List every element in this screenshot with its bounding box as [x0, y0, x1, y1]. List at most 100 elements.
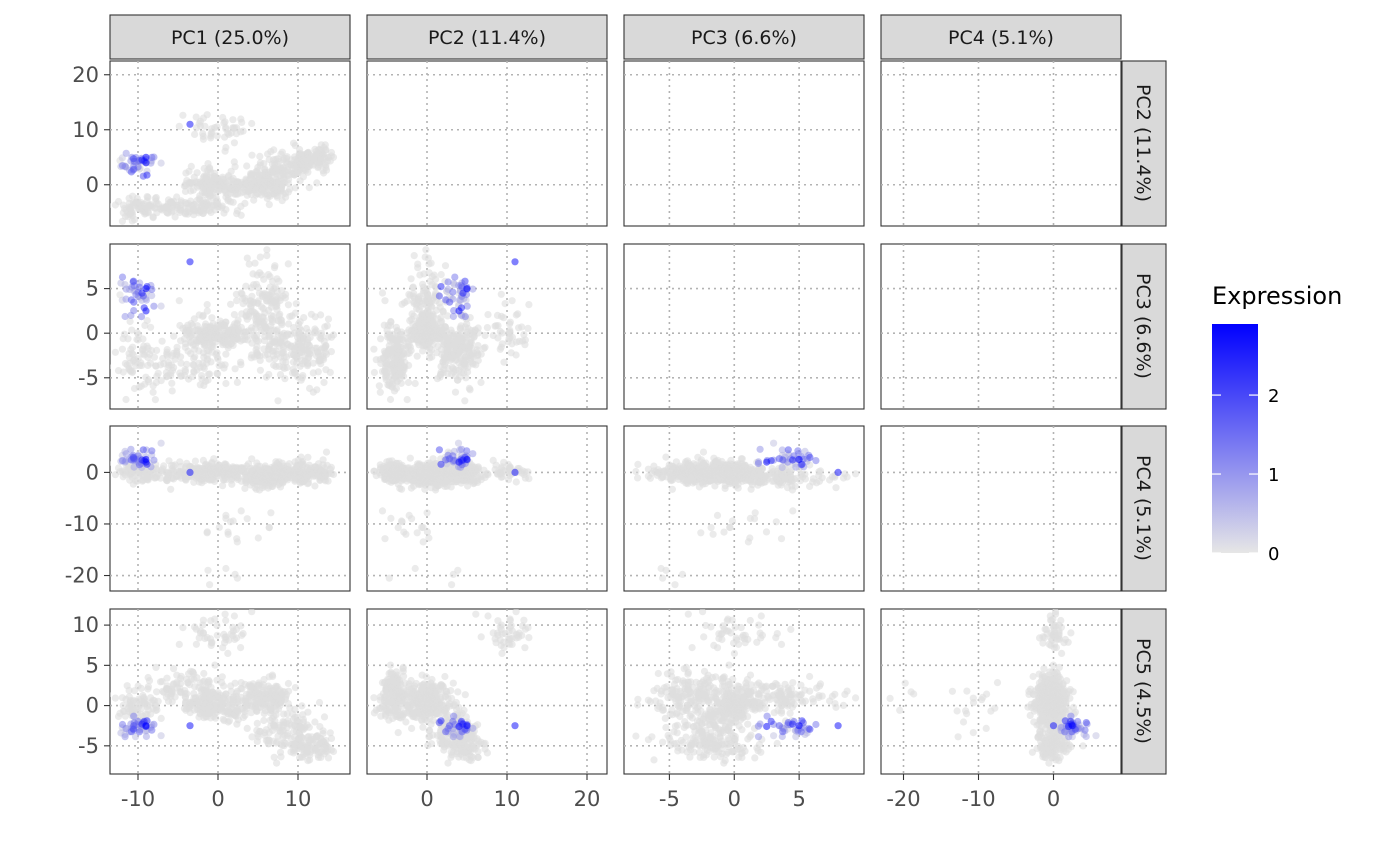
points [110, 246, 338, 405]
scatter-point [263, 252, 271, 260]
scatter-point [233, 538, 241, 546]
scatter-point [168, 379, 176, 387]
scatter-point [181, 187, 190, 195]
scatter-point [125, 469, 133, 477]
scatter-point [225, 183, 233, 191]
scatter-point [512, 478, 520, 486]
scatter-point [130, 384, 139, 393]
scatter-point [119, 209, 127, 217]
scatter-point [313, 386, 321, 394]
scatter-point [388, 476, 396, 484]
scatter-point [710, 454, 718, 462]
scatter-point [238, 118, 246, 126]
scatter-point [125, 365, 133, 373]
scatter-point [815, 468, 823, 476]
column-strip-label: PC1 (25.0%) [171, 27, 289, 49]
scatter-point [232, 464, 241, 473]
scatter-point [306, 333, 314, 342]
scatter-point [437, 314, 445, 322]
scatter-point [222, 514, 230, 523]
scatter-point [313, 348, 322, 356]
scatter-point [419, 523, 427, 532]
scatter-point [162, 373, 170, 381]
scatter-point [764, 473, 773, 481]
scatter-point [254, 337, 263, 345]
scatter-point [408, 515, 416, 523]
scatter-point [757, 478, 765, 486]
scatter-point [221, 361, 229, 369]
scatter-point [408, 310, 416, 318]
points [632, 439, 860, 589]
scatter-point [425, 260, 433, 268]
scatter-point [457, 368, 466, 376]
scatter-point [411, 327, 419, 335]
points [110, 439, 338, 589]
scatter-point [511, 468, 519, 476]
scatter-point [392, 384, 400, 393]
scatter-point [407, 275, 415, 283]
scatter-point [388, 335, 396, 343]
scatter-point [143, 197, 151, 205]
scatter-point [463, 302, 471, 310]
scatter-point [632, 467, 640, 476]
scatter-point [464, 368, 472, 376]
scatter-point [480, 344, 488, 352]
scatter-point [265, 332, 273, 340]
scatter-point [229, 198, 237, 206]
scatter-point [168, 352, 176, 360]
scatter-point [524, 468, 532, 476]
panel-r2-c2 [366, 243, 608, 410]
scatter-point [660, 467, 668, 475]
scatter-point [801, 475, 810, 483]
scatter-point [744, 538, 753, 546]
scatter-point [519, 337, 527, 345]
panel-background [880, 425, 1122, 592]
panel-background [623, 243, 865, 410]
scatter-point [122, 395, 130, 404]
scatter-point [187, 179, 195, 187]
scatter-point [215, 523, 223, 532]
scatter-point [309, 359, 317, 367]
scatter-point [320, 475, 328, 484]
scatter-point [181, 367, 190, 375]
scatter-point [264, 150, 272, 158]
scatter-point [449, 570, 457, 579]
scatter-point [461, 397, 469, 405]
scatter-point [435, 292, 443, 300]
scatter-point [256, 466, 264, 474]
scatter-point [225, 469, 233, 478]
scatter-point [118, 457, 127, 465]
scatter-point [425, 334, 433, 342]
scatter-point [403, 329, 411, 337]
scatter-point [163, 348, 171, 356]
scatter-point [508, 297, 516, 305]
scatter-point [278, 459, 286, 467]
scatter-point [792, 463, 800, 471]
scatter-point [423, 296, 431, 304]
scatter-point [196, 122, 204, 130]
scatter-point [492, 461, 500, 469]
scatter-point [228, 480, 236, 488]
scatter-point [747, 478, 755, 486]
scatter-point [469, 450, 477, 458]
scatter-point [213, 322, 221, 330]
scatter-point [208, 314, 216, 322]
scatter-point [271, 335, 279, 343]
scatter-point [139, 335, 147, 343]
scatter-point [403, 350, 411, 358]
scatter-point [789, 507, 797, 515]
scatter-point [149, 213, 157, 221]
scatter-point [385, 574, 393, 582]
scatter-point [129, 155, 138, 163]
scatter-point [303, 346, 311, 354]
scatter-point [424, 459, 432, 467]
scatter-point [678, 570, 687, 579]
scatter-point [662, 566, 670, 574]
scatter-point [147, 323, 155, 331]
scatter-point [737, 468, 745, 476]
scatter-point [326, 465, 334, 473]
scatter-point [477, 350, 485, 358]
points [370, 246, 533, 405]
scatter-point [230, 471, 238, 479]
